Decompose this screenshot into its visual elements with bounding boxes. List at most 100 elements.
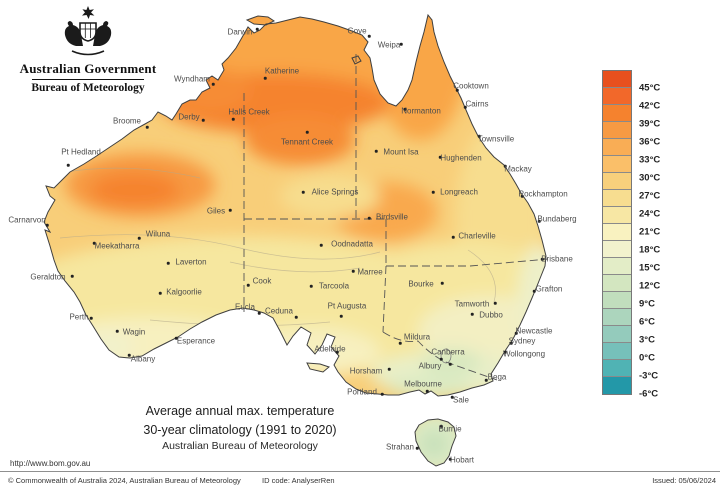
- city-label: Ceduna: [264, 306, 294, 316]
- legend-color-cell: [603, 343, 631, 360]
- city-dot: [231, 117, 235, 121]
- city-dot: [339, 314, 343, 318]
- city-label: Sydney: [508, 336, 536, 346]
- city-dot: [309, 284, 313, 288]
- city-label: Bourke: [408, 279, 434, 289]
- city-dot: [45, 223, 49, 227]
- city-dot: [455, 88, 459, 92]
- city-dot: [470, 312, 474, 316]
- city-label: Kalgoorlie: [166, 287, 202, 297]
- city-dot: [440, 281, 444, 285]
- city-label: Horsham: [349, 366, 383, 376]
- legend-label: 27°C: [639, 190, 661, 202]
- city-dot: [403, 107, 407, 111]
- city-label: Tamworth: [454, 299, 490, 309]
- city-dot: [439, 357, 443, 361]
- city-label: Weipa: [377, 40, 401, 50]
- city-dot: [448, 362, 452, 366]
- city-label: Newcastle: [515, 326, 553, 336]
- legend-color-cell: [603, 258, 631, 275]
- city-dot: [493, 301, 497, 305]
- city-label: Normanton: [401, 106, 441, 116]
- legend-color-bar: [602, 70, 632, 395]
- city-label: Longreach: [440, 187, 478, 197]
- map-caption: Average annual max. temperature 30-year …: [97, 404, 383, 452]
- city-dot: [335, 350, 339, 354]
- city-dot: [66, 163, 70, 167]
- city-dot: [374, 149, 378, 153]
- city-dot: [89, 316, 93, 320]
- city-label: Esperance: [176, 336, 216, 346]
- city-dot: [484, 378, 488, 382]
- act-border: [440, 348, 452, 364]
- coat-of-arms-icon: [64, 6, 112, 56]
- city-label: Cook: [252, 276, 272, 286]
- city-dot: [367, 216, 371, 220]
- city-dot: [463, 105, 467, 109]
- city-dot: [211, 82, 215, 86]
- legend-label: 45°C: [639, 82, 661, 94]
- city-dot: [305, 130, 309, 134]
- city-label: Bega: [487, 372, 507, 382]
- legend-label: 3°C: [639, 334, 655, 346]
- legend-color-cell: [603, 360, 631, 377]
- city-dot: [380, 392, 384, 396]
- city-dot: [537, 219, 541, 223]
- legend-color-cell: [603, 88, 631, 105]
- city-label: Oodnadatta: [331, 239, 373, 249]
- legend-label: 15°C: [639, 262, 661, 274]
- city-dot: [367, 34, 371, 38]
- city-label: Gove: [347, 26, 367, 36]
- caption-title: Average annual max. temperature: [145, 404, 335, 418]
- legend-label: 30°C: [639, 172, 661, 184]
- legend-label: 39°C: [639, 118, 661, 130]
- city-label: Carnarvon: [8, 215, 46, 225]
- city-label: Wagin: [122, 327, 146, 337]
- city-label: Strahan: [385, 442, 415, 452]
- legend-label: 9°C: [639, 298, 655, 310]
- city-dot: [540, 257, 544, 261]
- city-label: Grafton: [535, 284, 563, 294]
- government-header: Australian Government Bureau of Meteorol…: [8, 4, 168, 94]
- city-dot: [145, 125, 149, 129]
- gov-title: Australian Government: [19, 61, 157, 76]
- city-dot: [399, 42, 403, 46]
- copyright-text: © Commonwealth of Australia 2024, Austra…: [8, 476, 241, 485]
- city-label: Mildura: [403, 332, 431, 342]
- city-dot: [514, 331, 518, 335]
- legend-label: 6°C: [639, 316, 655, 328]
- legend-color-cell: [603, 326, 631, 343]
- legend-color-cell: [603, 173, 631, 190]
- city-label: Pt Augusta: [327, 301, 367, 311]
- legend-color-cell: [603, 122, 631, 139]
- city-dot: [425, 389, 429, 393]
- city-dot: [294, 315, 298, 319]
- city-label: Katherine: [264, 66, 300, 76]
- city-label: Geraldton: [30, 272, 66, 282]
- city-label: Meekatharra: [94, 241, 140, 251]
- city-dot: [398, 341, 402, 345]
- city-dot: [255, 27, 259, 31]
- legend-color-cell: [603, 377, 631, 394]
- city-label: Alice Springs: [311, 187, 359, 197]
- legend-color-cell: [603, 71, 631, 88]
- city-label: Canberra: [431, 347, 465, 357]
- city-dot: [503, 164, 507, 168]
- city-label: Pt Hedland: [61, 147, 101, 157]
- city-dot: [532, 289, 536, 293]
- legend-label: 33°C: [639, 154, 661, 166]
- legend-label: 21°C: [639, 226, 661, 238]
- city-dot: [166, 261, 170, 265]
- legend-color-cell: [603, 139, 631, 156]
- city-label: Bundaberg: [537, 214, 577, 224]
- city-label: Albury: [418, 361, 442, 371]
- city-dot: [301, 190, 305, 194]
- city-dot: [509, 341, 513, 345]
- city-label: Derby: [178, 112, 200, 122]
- city-dot: [115, 329, 119, 333]
- city-label: Albany: [130, 354, 156, 364]
- id-code-text: ID code: AnalyserRen: [262, 476, 335, 485]
- city-label: Wyndham: [174, 74, 210, 84]
